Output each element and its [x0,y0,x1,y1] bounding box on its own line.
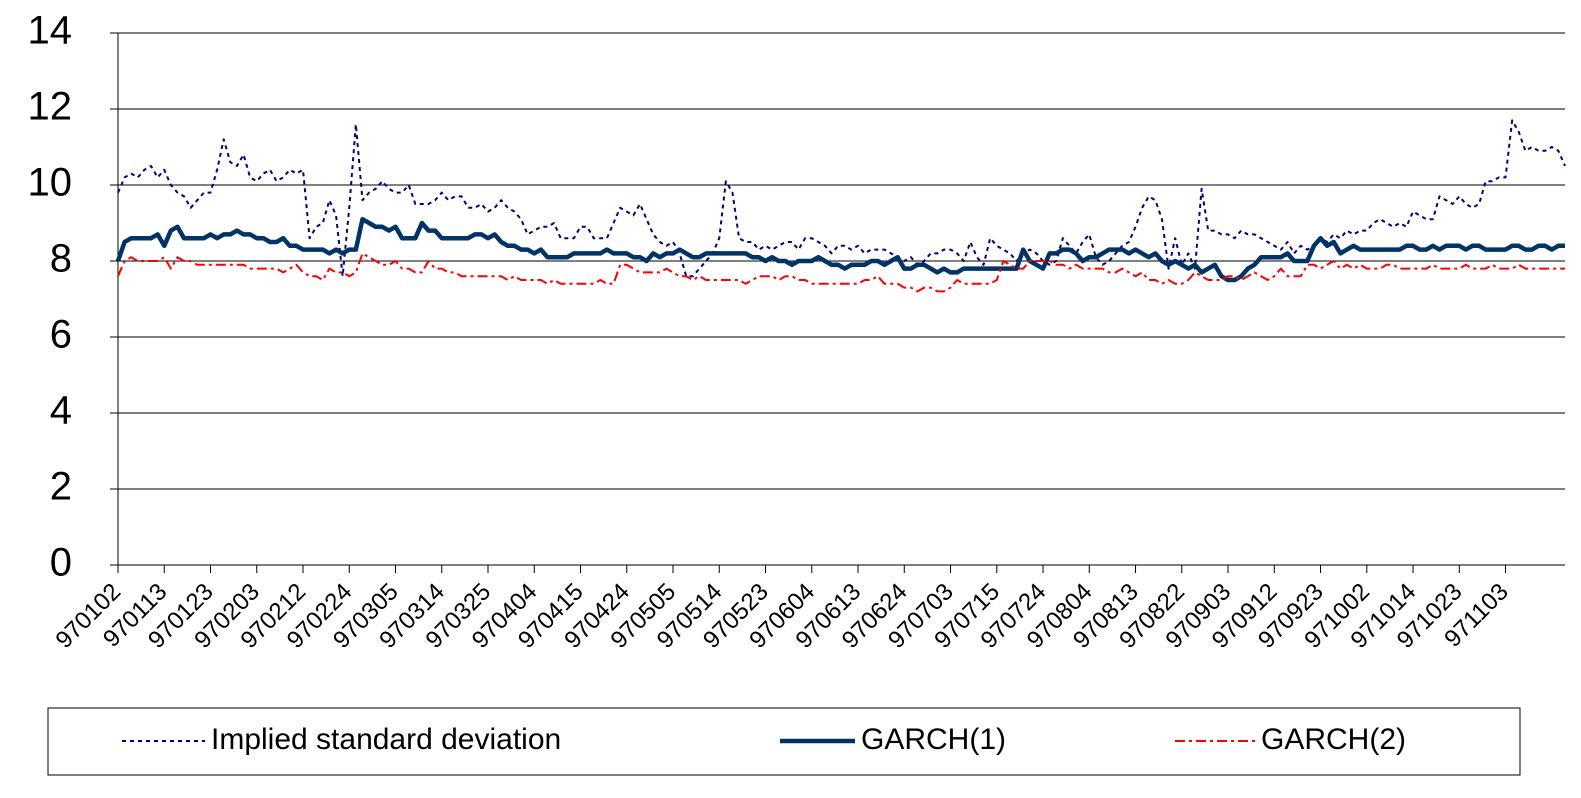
y-tick-label: 14 [28,9,73,53]
legend-label: GARCH(1) [861,723,1006,756]
y-tick-label: 4 [50,389,72,433]
legend-box [47,707,1521,776]
y-tick-label: 0 [50,541,72,585]
y-tick-label: 12 [28,85,73,129]
y-tick-label: 2 [50,465,72,509]
y-tick-label: 8 [50,237,72,281]
legend-label: GARCH(2) [1261,723,1406,756]
series-line [115,216,1565,283]
y-tick-label: 10 [28,161,73,205]
series-line [117,119,1566,278]
legend-label: Implied standard deviation [211,723,561,756]
series-line [117,252,1565,293]
y-tick-label: 6 [50,313,72,357]
